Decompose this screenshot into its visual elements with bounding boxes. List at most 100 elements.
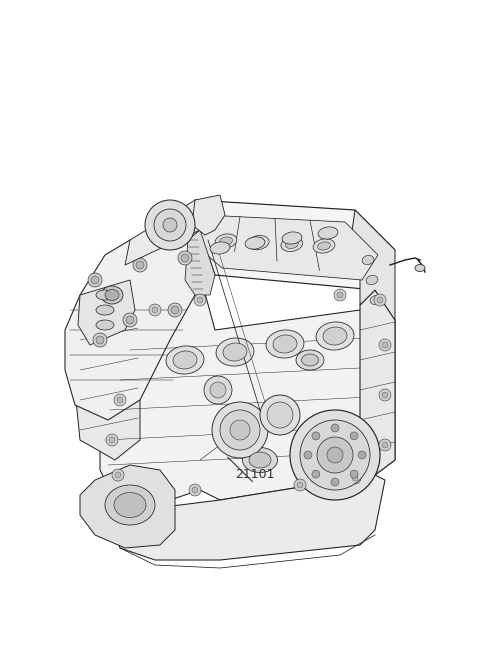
Circle shape bbox=[379, 389, 391, 401]
Polygon shape bbox=[350, 210, 395, 320]
Ellipse shape bbox=[296, 350, 324, 370]
Circle shape bbox=[312, 470, 320, 478]
Circle shape bbox=[304, 451, 312, 459]
Polygon shape bbox=[192, 215, 378, 280]
Circle shape bbox=[382, 342, 388, 348]
Ellipse shape bbox=[114, 493, 146, 517]
Circle shape bbox=[88, 273, 102, 287]
Circle shape bbox=[109, 437, 115, 443]
Ellipse shape bbox=[247, 236, 269, 250]
Circle shape bbox=[337, 292, 343, 298]
Circle shape bbox=[204, 376, 232, 404]
Ellipse shape bbox=[210, 242, 230, 254]
Circle shape bbox=[112, 469, 124, 481]
Ellipse shape bbox=[415, 265, 425, 272]
Circle shape bbox=[379, 339, 391, 351]
Circle shape bbox=[115, 472, 121, 478]
Circle shape bbox=[377, 297, 383, 303]
Circle shape bbox=[126, 316, 134, 324]
Circle shape bbox=[194, 294, 206, 306]
Circle shape bbox=[382, 392, 388, 398]
Circle shape bbox=[331, 478, 339, 486]
Ellipse shape bbox=[313, 239, 335, 253]
Text: 21101: 21101 bbox=[235, 468, 274, 481]
Circle shape bbox=[267, 402, 293, 428]
Circle shape bbox=[350, 432, 358, 440]
Polygon shape bbox=[115, 475, 385, 560]
Ellipse shape bbox=[101, 286, 123, 304]
Circle shape bbox=[192, 487, 198, 493]
Circle shape bbox=[317, 437, 353, 473]
Ellipse shape bbox=[301, 354, 319, 366]
Ellipse shape bbox=[105, 290, 119, 301]
Ellipse shape bbox=[96, 320, 114, 330]
Ellipse shape bbox=[286, 240, 298, 248]
Ellipse shape bbox=[216, 338, 254, 366]
Circle shape bbox=[327, 447, 343, 463]
Ellipse shape bbox=[166, 346, 204, 374]
Circle shape bbox=[91, 276, 99, 284]
Polygon shape bbox=[80, 465, 175, 548]
Circle shape bbox=[212, 402, 268, 458]
Circle shape bbox=[230, 420, 250, 440]
Ellipse shape bbox=[362, 255, 374, 265]
Polygon shape bbox=[78, 280, 135, 345]
Ellipse shape bbox=[223, 343, 247, 361]
Ellipse shape bbox=[242, 447, 277, 472]
Circle shape bbox=[189, 484, 201, 496]
Circle shape bbox=[117, 397, 123, 403]
Circle shape bbox=[350, 470, 358, 478]
Circle shape bbox=[171, 306, 179, 314]
Circle shape bbox=[294, 479, 306, 491]
Circle shape bbox=[154, 209, 186, 241]
Ellipse shape bbox=[105, 485, 155, 525]
Circle shape bbox=[178, 251, 192, 265]
Ellipse shape bbox=[370, 295, 382, 305]
Circle shape bbox=[168, 303, 182, 317]
Circle shape bbox=[260, 395, 300, 435]
Circle shape bbox=[382, 442, 388, 448]
Circle shape bbox=[312, 432, 320, 440]
Ellipse shape bbox=[252, 238, 264, 247]
Ellipse shape bbox=[219, 237, 232, 245]
Circle shape bbox=[374, 294, 386, 306]
Ellipse shape bbox=[318, 242, 330, 250]
Circle shape bbox=[181, 254, 189, 262]
Circle shape bbox=[334, 289, 346, 301]
Circle shape bbox=[290, 410, 380, 500]
Ellipse shape bbox=[245, 237, 265, 249]
Circle shape bbox=[352, 475, 358, 481]
Ellipse shape bbox=[96, 305, 114, 315]
Ellipse shape bbox=[249, 452, 271, 468]
Circle shape bbox=[149, 304, 161, 316]
Polygon shape bbox=[100, 275, 395, 510]
Ellipse shape bbox=[316, 322, 354, 350]
Circle shape bbox=[152, 307, 158, 313]
Ellipse shape bbox=[323, 327, 347, 345]
Ellipse shape bbox=[273, 335, 297, 353]
Circle shape bbox=[297, 482, 303, 488]
Ellipse shape bbox=[366, 275, 378, 285]
Polygon shape bbox=[185, 230, 215, 295]
Circle shape bbox=[96, 336, 104, 344]
Ellipse shape bbox=[215, 234, 237, 248]
Polygon shape bbox=[360, 290, 395, 475]
Ellipse shape bbox=[281, 237, 303, 252]
Circle shape bbox=[220, 410, 260, 450]
Ellipse shape bbox=[318, 227, 338, 239]
Ellipse shape bbox=[96, 290, 114, 300]
Ellipse shape bbox=[266, 330, 304, 358]
Circle shape bbox=[145, 200, 195, 250]
Circle shape bbox=[358, 451, 366, 459]
Polygon shape bbox=[75, 295, 140, 460]
Circle shape bbox=[300, 420, 370, 490]
Circle shape bbox=[379, 439, 391, 451]
Circle shape bbox=[163, 218, 177, 232]
Polygon shape bbox=[125, 200, 215, 265]
Circle shape bbox=[210, 382, 226, 398]
Circle shape bbox=[136, 261, 144, 269]
Circle shape bbox=[133, 258, 147, 272]
Circle shape bbox=[349, 472, 361, 484]
Circle shape bbox=[197, 297, 203, 303]
Circle shape bbox=[123, 313, 137, 327]
